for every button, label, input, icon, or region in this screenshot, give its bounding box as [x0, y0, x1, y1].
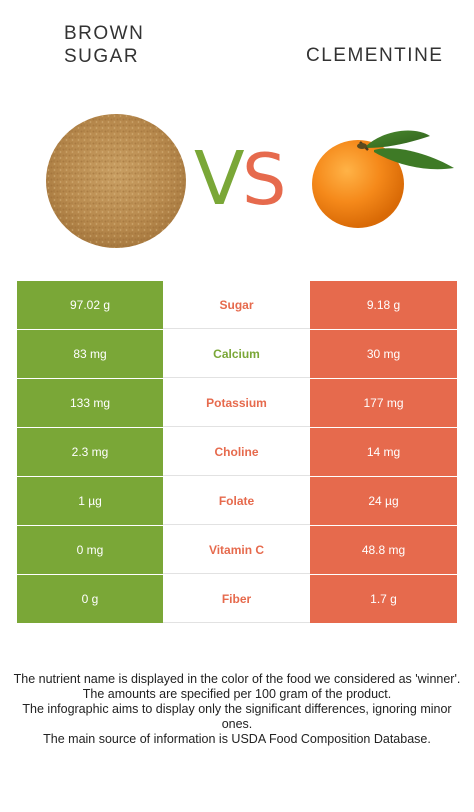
nutrient-name: Fiber [163, 575, 310, 623]
left-food-value: 0 g [17, 575, 163, 623]
table-row: 1 µg Folate 24 µg [17, 477, 457, 525]
footnote-line: The infographic aims to display only the… [22, 702, 452, 731]
right-food-value: 1.7 g [310, 575, 457, 623]
vs-letter-s: S [242, 139, 284, 212]
footnote-line: The main source of information is USDA F… [43, 732, 431, 746]
left-food-value: 97.02 g [17, 281, 163, 329]
vs-letter-v: V [194, 138, 245, 212]
left-food-value: 133 mg [17, 379, 163, 427]
right-food-value: 9.18 g [310, 281, 457, 329]
table-row: 0 g Fiber 1.7 g [17, 575, 457, 623]
right-food-value: 14 mg [310, 428, 457, 476]
right-food-value: 48.8 mg [310, 526, 457, 574]
footnote-line: The nutrient name is displayed in the co… [13, 672, 461, 686]
right-food-value: 24 µg [310, 477, 457, 525]
nutrient-name: Sugar [163, 281, 310, 329]
nutrient-name: Vitamin C [163, 526, 310, 574]
table-row: 83 mg Calcium 30 mg [17, 330, 457, 378]
left-food-value: 83 mg [17, 330, 163, 378]
footnote: The nutrient name is displayed in the co… [12, 672, 462, 747]
table-row: 133 mg Potassium 177 mg [17, 379, 457, 427]
left-food-title: BROWN SUGAR [64, 23, 145, 67]
brown-sugar-image [46, 114, 186, 248]
right-food-value: 30 mg [310, 330, 457, 378]
vs-mark: V S [194, 138, 284, 212]
comparison-table: 97.02 g Sugar 9.18 g 83 mg Calcium 30 mg 133 m… [17, 281, 457, 624]
nutrient-name: Calcium [163, 330, 310, 378]
clementine-image [312, 130, 454, 228]
table-row: 0 mg Vitamin C 48.8 mg [17, 526, 457, 574]
left-food-value: 0 mg [17, 526, 163, 574]
right-food-value: 177 mg [310, 379, 457, 427]
nutrient-name: Potassium [163, 379, 310, 427]
table-row: 2.3 mg Choline 14 mg [17, 428, 457, 476]
nutrient-name: Choline [163, 428, 310, 476]
footnote-line: The amounts are specified per 100 gram o… [82, 687, 392, 701]
left-food-value: 1 µg [17, 477, 163, 525]
table-row: 97.02 g Sugar 9.18 g [17, 281, 457, 329]
right-food-title: CLEMENTINE [306, 45, 444, 66]
left-food-value: 2.3 mg [17, 428, 163, 476]
nutrient-name: Folate [163, 477, 310, 525]
